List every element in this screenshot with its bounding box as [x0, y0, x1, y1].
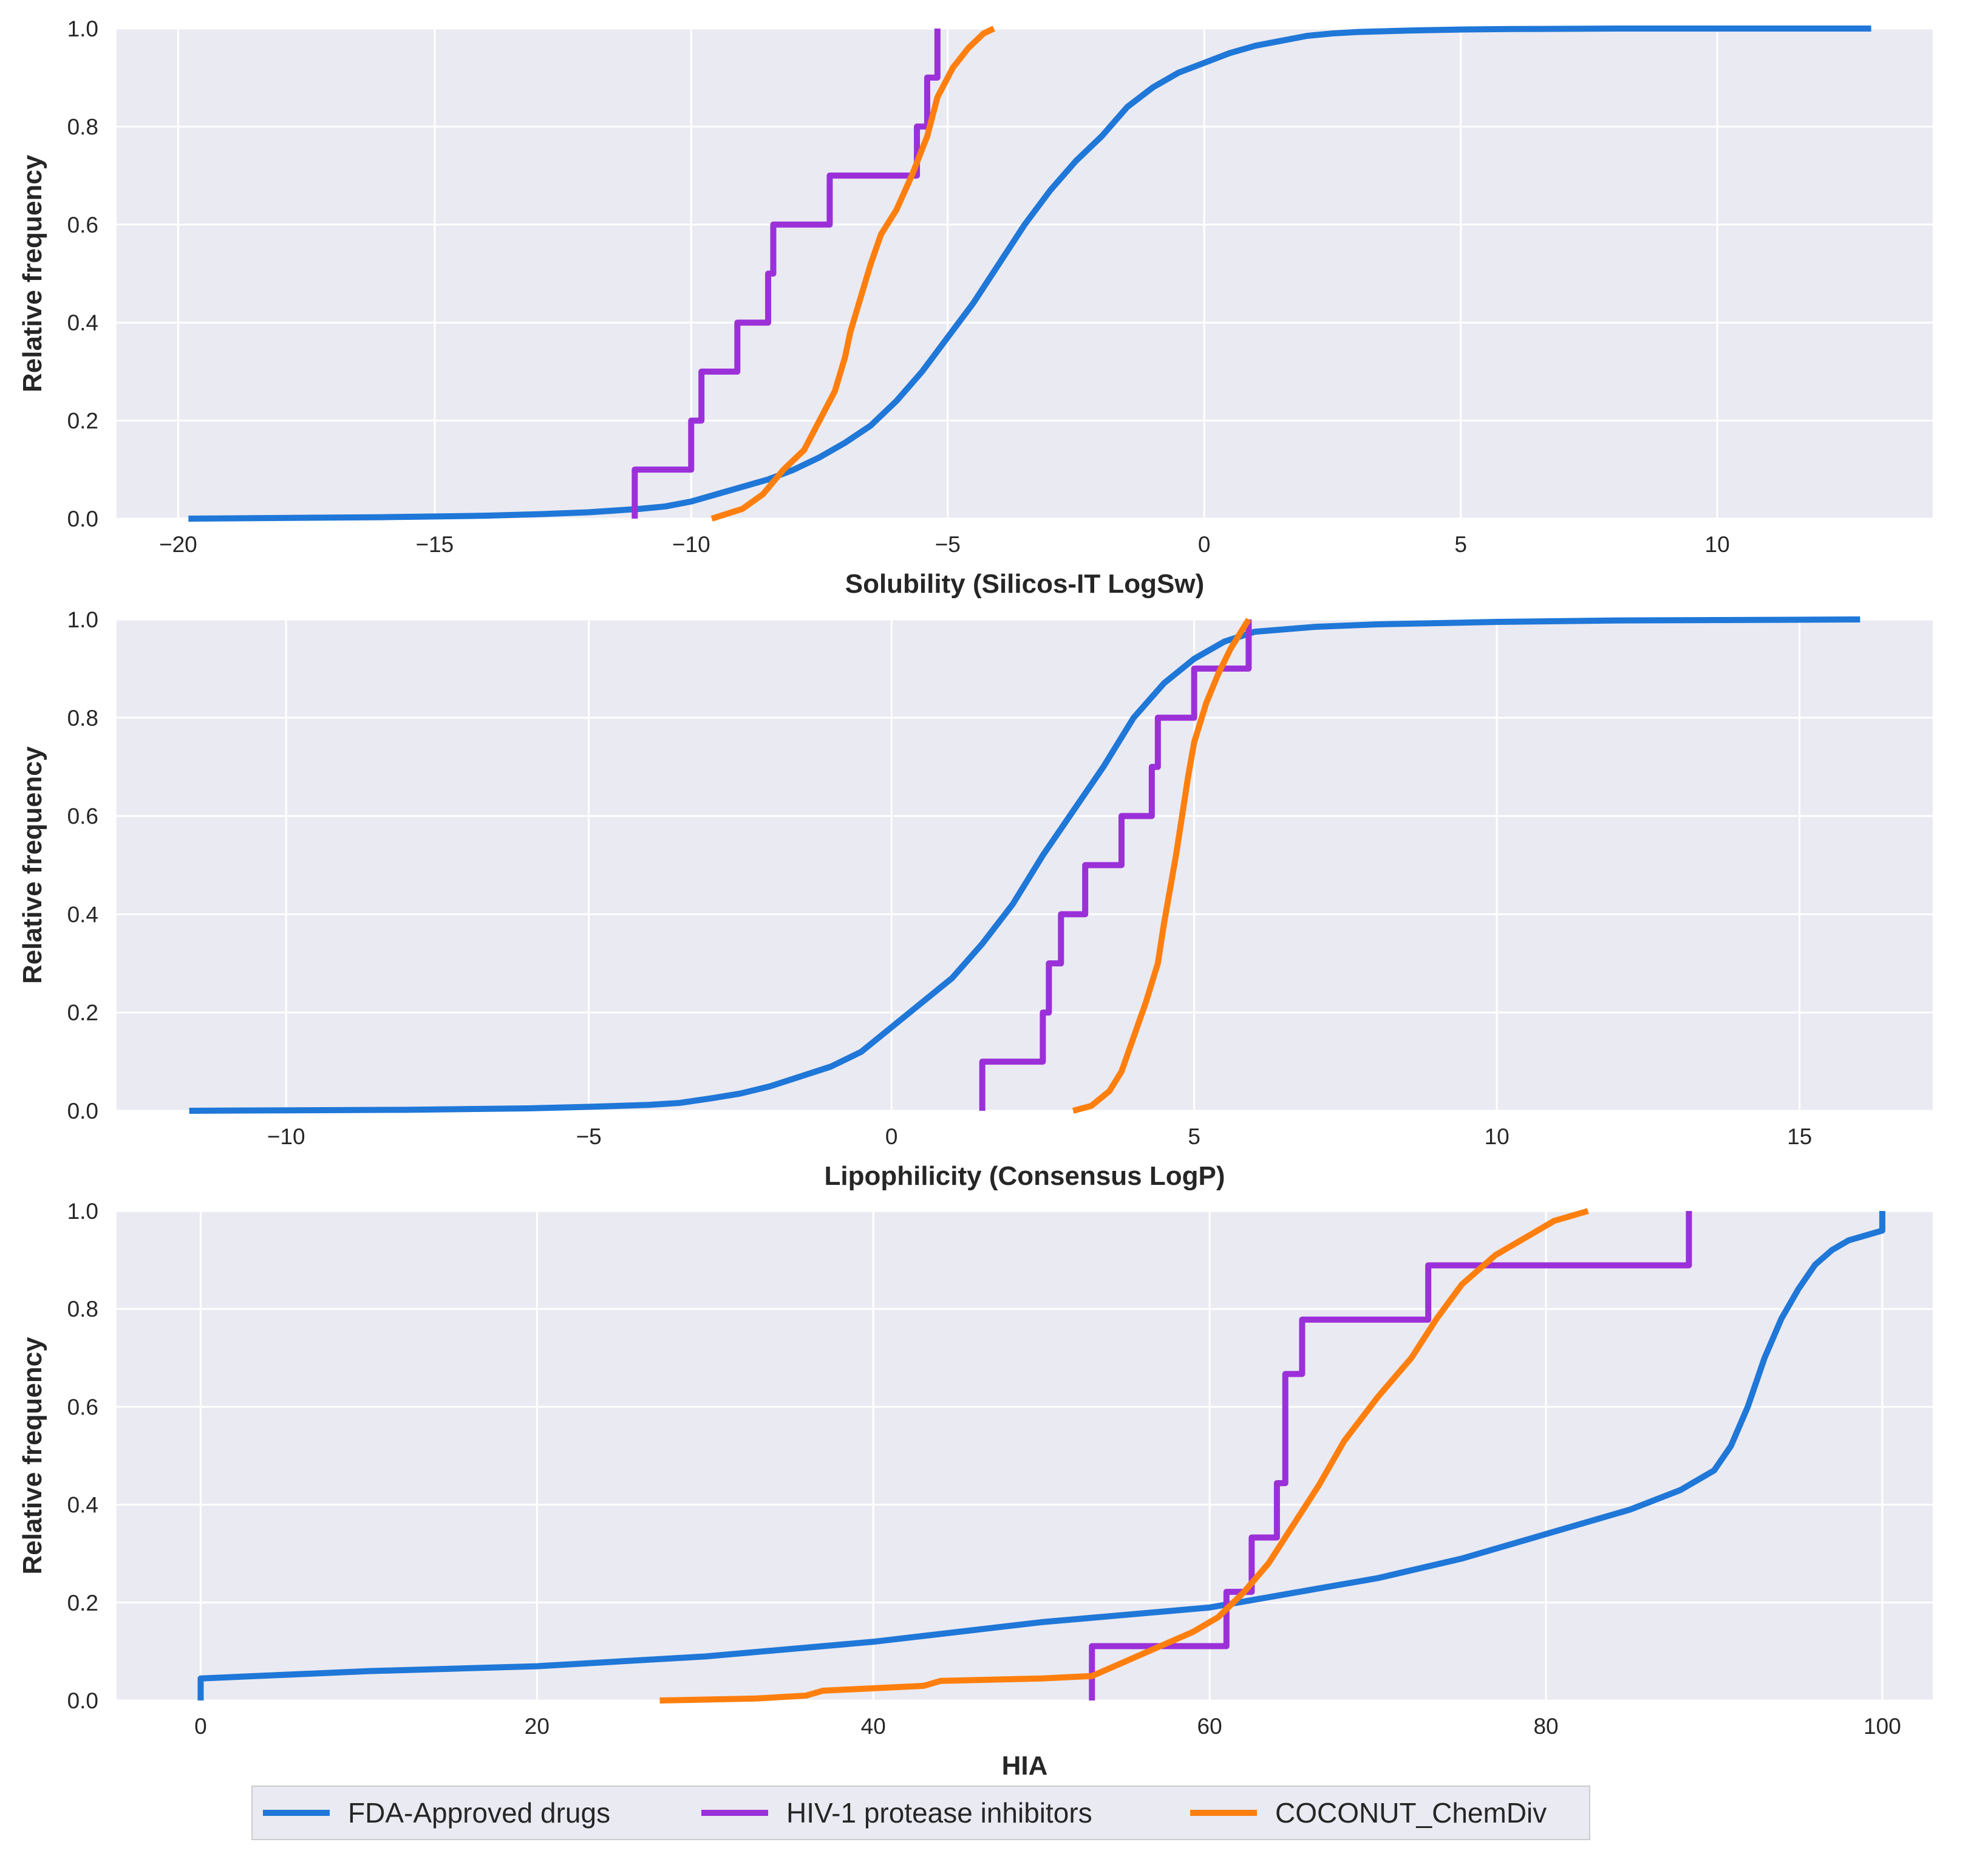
y-axis-title: Relative frequency	[18, 154, 47, 392]
x-axis-title: Solubility (Silicos-IT LogSw)	[845, 569, 1205, 599]
y-tick-label: 0.8	[67, 706, 98, 731]
series-group	[189, 616, 1860, 1114]
plot-area	[117, 1211, 1933, 1700]
x-tick-label: 10	[1705, 532, 1730, 557]
x-axis-title: Lipophilicity (Consensus LogP)	[825, 1161, 1225, 1191]
y-axis-title: Relative frequency	[18, 1337, 47, 1575]
panel-2: 0.0 0.2 0.4 0.6 0.8 1.0 −10 −5 0 5 10 15 Lipophilici…	[18, 607, 1933, 1191]
x-tick-label: 5	[1454, 532, 1467, 557]
series-line-fda	[188, 26, 1871, 522]
y-tick-label: 0.2	[67, 1591, 98, 1615]
x-tick-label: −5	[935, 532, 961, 557]
legend-label: FDA-Approved drugs	[348, 1797, 610, 1829]
panel-3: 0.0 0.2 0.4 0.6 0.8 1.0 0 20 40 60 80 100 HIA Relativ…	[18, 1199, 1933, 1781]
x-tick-label: −15	[415, 532, 454, 557]
x-tick-label: 10	[1485, 1124, 1510, 1149]
legend-box	[251, 1786, 1590, 1840]
y-tick-label: 0.8	[67, 114, 98, 139]
series-group	[197, 1208, 1885, 1704]
plot-area	[117, 619, 1933, 1111]
y-axis-title: Relative frequency	[18, 746, 47, 984]
y-tick-label: 0.4	[67, 902, 98, 927]
y-tick-label: 1.0	[67, 16, 98, 41]
y-tick-label: 0.6	[67, 804, 98, 829]
legend-label: COCONUT_ChemDiv	[1275, 1797, 1547, 1829]
y-tick-label: 0.4	[67, 1493, 98, 1518]
y-tick-label: 0.8	[67, 1297, 98, 1322]
series-line-fda	[197, 1211, 1885, 1700]
series-line-coconut	[659, 1208, 1589, 1704]
y-tick-label: 0.2	[67, 1000, 98, 1025]
x-axis-title: HIA	[1002, 1751, 1048, 1781]
x-tick-label: −10	[267, 1124, 305, 1149]
x-tick-label: −20	[159, 532, 197, 557]
series-line-hiv	[979, 619, 1252, 1111]
x-tick-label: 15	[1787, 1124, 1812, 1149]
x-tick-label: 0	[1198, 532, 1211, 557]
x-tick-label: 60	[1197, 1714, 1222, 1739]
x-tick-label: 20	[525, 1714, 550, 1739]
x-tick-label: 0	[194, 1714, 207, 1739]
x-tick-label: −10	[672, 532, 710, 557]
series-group	[188, 26, 1871, 522]
y-tick-label: 0.0	[67, 507, 98, 531]
y-tick-label: 1.0	[67, 607, 98, 632]
y-tick-label: 0.2	[67, 409, 98, 434]
y-tick-label: 0.4	[67, 310, 98, 335]
series-line-hiv	[631, 29, 941, 519]
y-tick-label: 0.6	[67, 213, 98, 237]
x-tick-label: 100	[1864, 1714, 1901, 1739]
series-line-fda	[189, 616, 1860, 1114]
plot-area	[117, 29, 1933, 519]
x-tick-label: 80	[1533, 1714, 1558, 1739]
x-tick-label: 0	[885, 1124, 898, 1149]
series-line-hiv	[1089, 1211, 1692, 1700]
series-line-coconut	[710, 26, 995, 522]
panel-1: 0.0 0.2 0.4 0.6 0.8 1.0 −20 −15 −10 −5 0 5 10 Solubil…	[18, 16, 1933, 599]
y-tick-label: 0.0	[67, 1099, 98, 1124]
legend: FDA-Approved drugs HIV-1 protease inhibit…	[251, 1786, 1590, 1840]
x-tick-label: 40	[861, 1714, 886, 1739]
x-tick-label: 5	[1188, 1124, 1200, 1149]
y-tick-label: 0.6	[67, 1394, 98, 1419]
y-tick-label: 0.0	[67, 1688, 98, 1713]
legend-label: HIV-1 protease inhibitors	[786, 1797, 1092, 1829]
series-line-coconut	[1072, 618, 1251, 1114]
x-tick-label: −5	[576, 1124, 602, 1149]
y-tick-label: 1.0	[67, 1199, 98, 1224]
